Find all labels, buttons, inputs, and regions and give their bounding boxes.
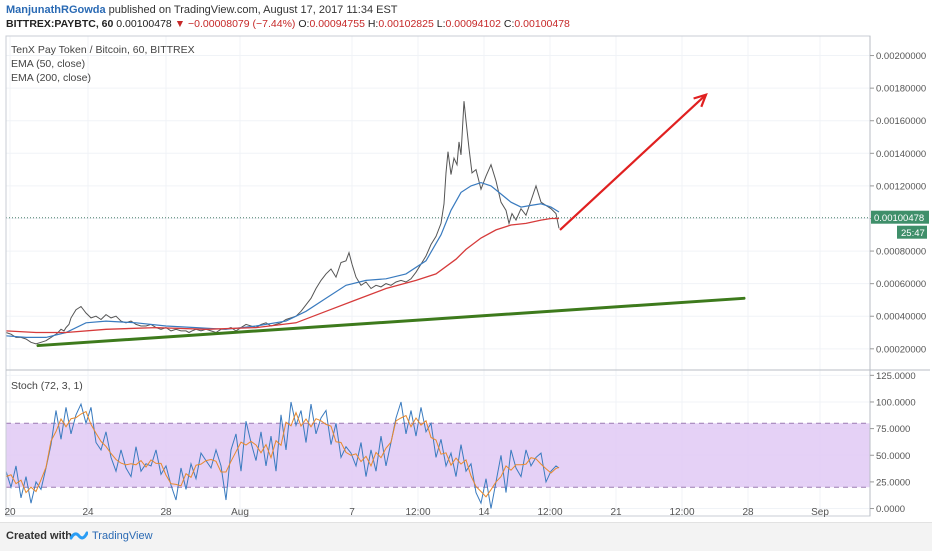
symbol-info-line: BITTREX:PAYBTC, 60 0.00100478 ▼ −0.00008…	[6, 18, 570, 30]
red-arrow-annotation[interactable]	[559, 92, 708, 231]
time-tick-label: 24	[82, 507, 94, 518]
price-tick-label: 0.00060000	[876, 279, 926, 290]
high-value: 0.00102825	[378, 18, 434, 30]
published-text: published on TradingView.com, August 17,…	[108, 4, 398, 16]
open-value: 0.00094755	[309, 18, 365, 30]
pane-borders	[5, 35, 930, 517]
current-price: 0.00100478	[116, 18, 172, 30]
price-badges: 0.00100478 25:47	[871, 210, 929, 239]
stoch-overbought-oversold-band	[6, 423, 870, 488]
price-tick-label: 0.00180000	[876, 84, 926, 95]
price-tick-label: 0.00160000	[876, 116, 926, 127]
time-tick-label: Aug	[231, 507, 249, 518]
time-tick-label: 28	[160, 507, 172, 518]
price-tick-label: 0.00200000	[876, 51, 926, 62]
chart-area[interactable]: 0.00020000 0.00040000 0.00060000 0.00080000…	[0, 0, 932, 522]
ema50-legend: EMA (50, close)	[11, 58, 86, 70]
stoch-tick-label: 50.0000	[876, 451, 910, 462]
price-tick-label: 0.00140000	[876, 149, 926, 160]
ema200-legend: EMA (200, close)	[11, 72, 91, 84]
time-tick-label: 28	[742, 507, 754, 518]
stoch-tick-label: 125.0000	[876, 371, 916, 382]
countdown-badge	[897, 225, 927, 239]
footer-bar: Created with TradingView	[0, 522, 932, 551]
stoch-tick-label: 75.0000	[876, 424, 910, 435]
close-value: 0.00100478	[514, 18, 570, 30]
stoch-tick-label: 25.0000	[876, 477, 910, 488]
stoch-tick-label: 0.0000	[876, 504, 905, 515]
price-axis[interactable]: 0.00020000 0.00040000 0.00060000 0.00080000…	[870, 51, 926, 355]
open-label: O:	[298, 18, 310, 30]
price-change: ▼ −0.00008079 (−7.44%)	[174, 18, 296, 30]
arrow-shaft	[559, 93, 707, 231]
last-price-badge	[871, 210, 929, 224]
price-tick-label: 0.00080000	[876, 247, 926, 258]
ema50-line[interactable]	[5, 181, 560, 338]
symbol-name: BITTREX:PAYBTC, 60	[6, 18, 114, 30]
price-tick-label: 0.00120000	[876, 181, 926, 192]
low-value: 0.00094102	[445, 18, 501, 30]
time-tick-label: 20	[4, 507, 16, 518]
arrow-head	[693, 92, 708, 108]
time-tick-label: 12:00	[537, 507, 562, 518]
countdown-badge-text: 25:47	[901, 228, 925, 239]
low-label: L:	[436, 18, 446, 30]
last-price-badge-text: 0.00100478	[874, 213, 924, 224]
stoch-tick-label: 100.0000	[876, 397, 916, 408]
tradingview-brand-link[interactable]: TradingView	[92, 530, 153, 542]
time-tick-label: 14	[478, 507, 490, 518]
stoch-legend: Stoch (72, 3, 1)	[11, 380, 83, 392]
price-tick-label: 0.00020000	[876, 344, 926, 355]
time-tick-label: 12:00	[405, 507, 430, 518]
created-with-text: Created with	[6, 530, 73, 542]
stoch-d-line[interactable]	[5, 410, 560, 498]
green-trendline[interactable]	[36, 296, 746, 348]
ema200-line[interactable]	[5, 217, 559, 334]
chart-title-legend: TenX Pay Token / Bitcoin, 60, BITTREX	[11, 44, 195, 56]
main-pane-grid	[6, 36, 870, 516]
high-label: H:	[367, 18, 379, 30]
price-series-line[interactable]	[5, 101, 560, 345]
time-tick-label: Sep	[811, 507, 829, 518]
time-tick-label: 21	[610, 507, 622, 518]
price-tick-label: 0.00040000	[876, 312, 926, 323]
time-axis[interactable]: 20 24 28 Aug 7 12:00 14 12:00 21 12:00 28 Sep	[4, 507, 829, 518]
time-tick-label: 7	[349, 507, 355, 518]
author-link[interactable]: ManjunathRGowda	[6, 4, 106, 16]
stoch-axis[interactable]: 0.0000 25.0000 50.0000 75.0000 100.0000 125.0…	[870, 371, 916, 515]
time-tick-label: 12:00	[669, 507, 694, 518]
close-label: C:	[503, 18, 515, 30]
tradingview-logo-icon[interactable]	[70, 529, 88, 543]
publisher-line: ManjunathRGowda published on TradingView…	[6, 4, 398, 16]
